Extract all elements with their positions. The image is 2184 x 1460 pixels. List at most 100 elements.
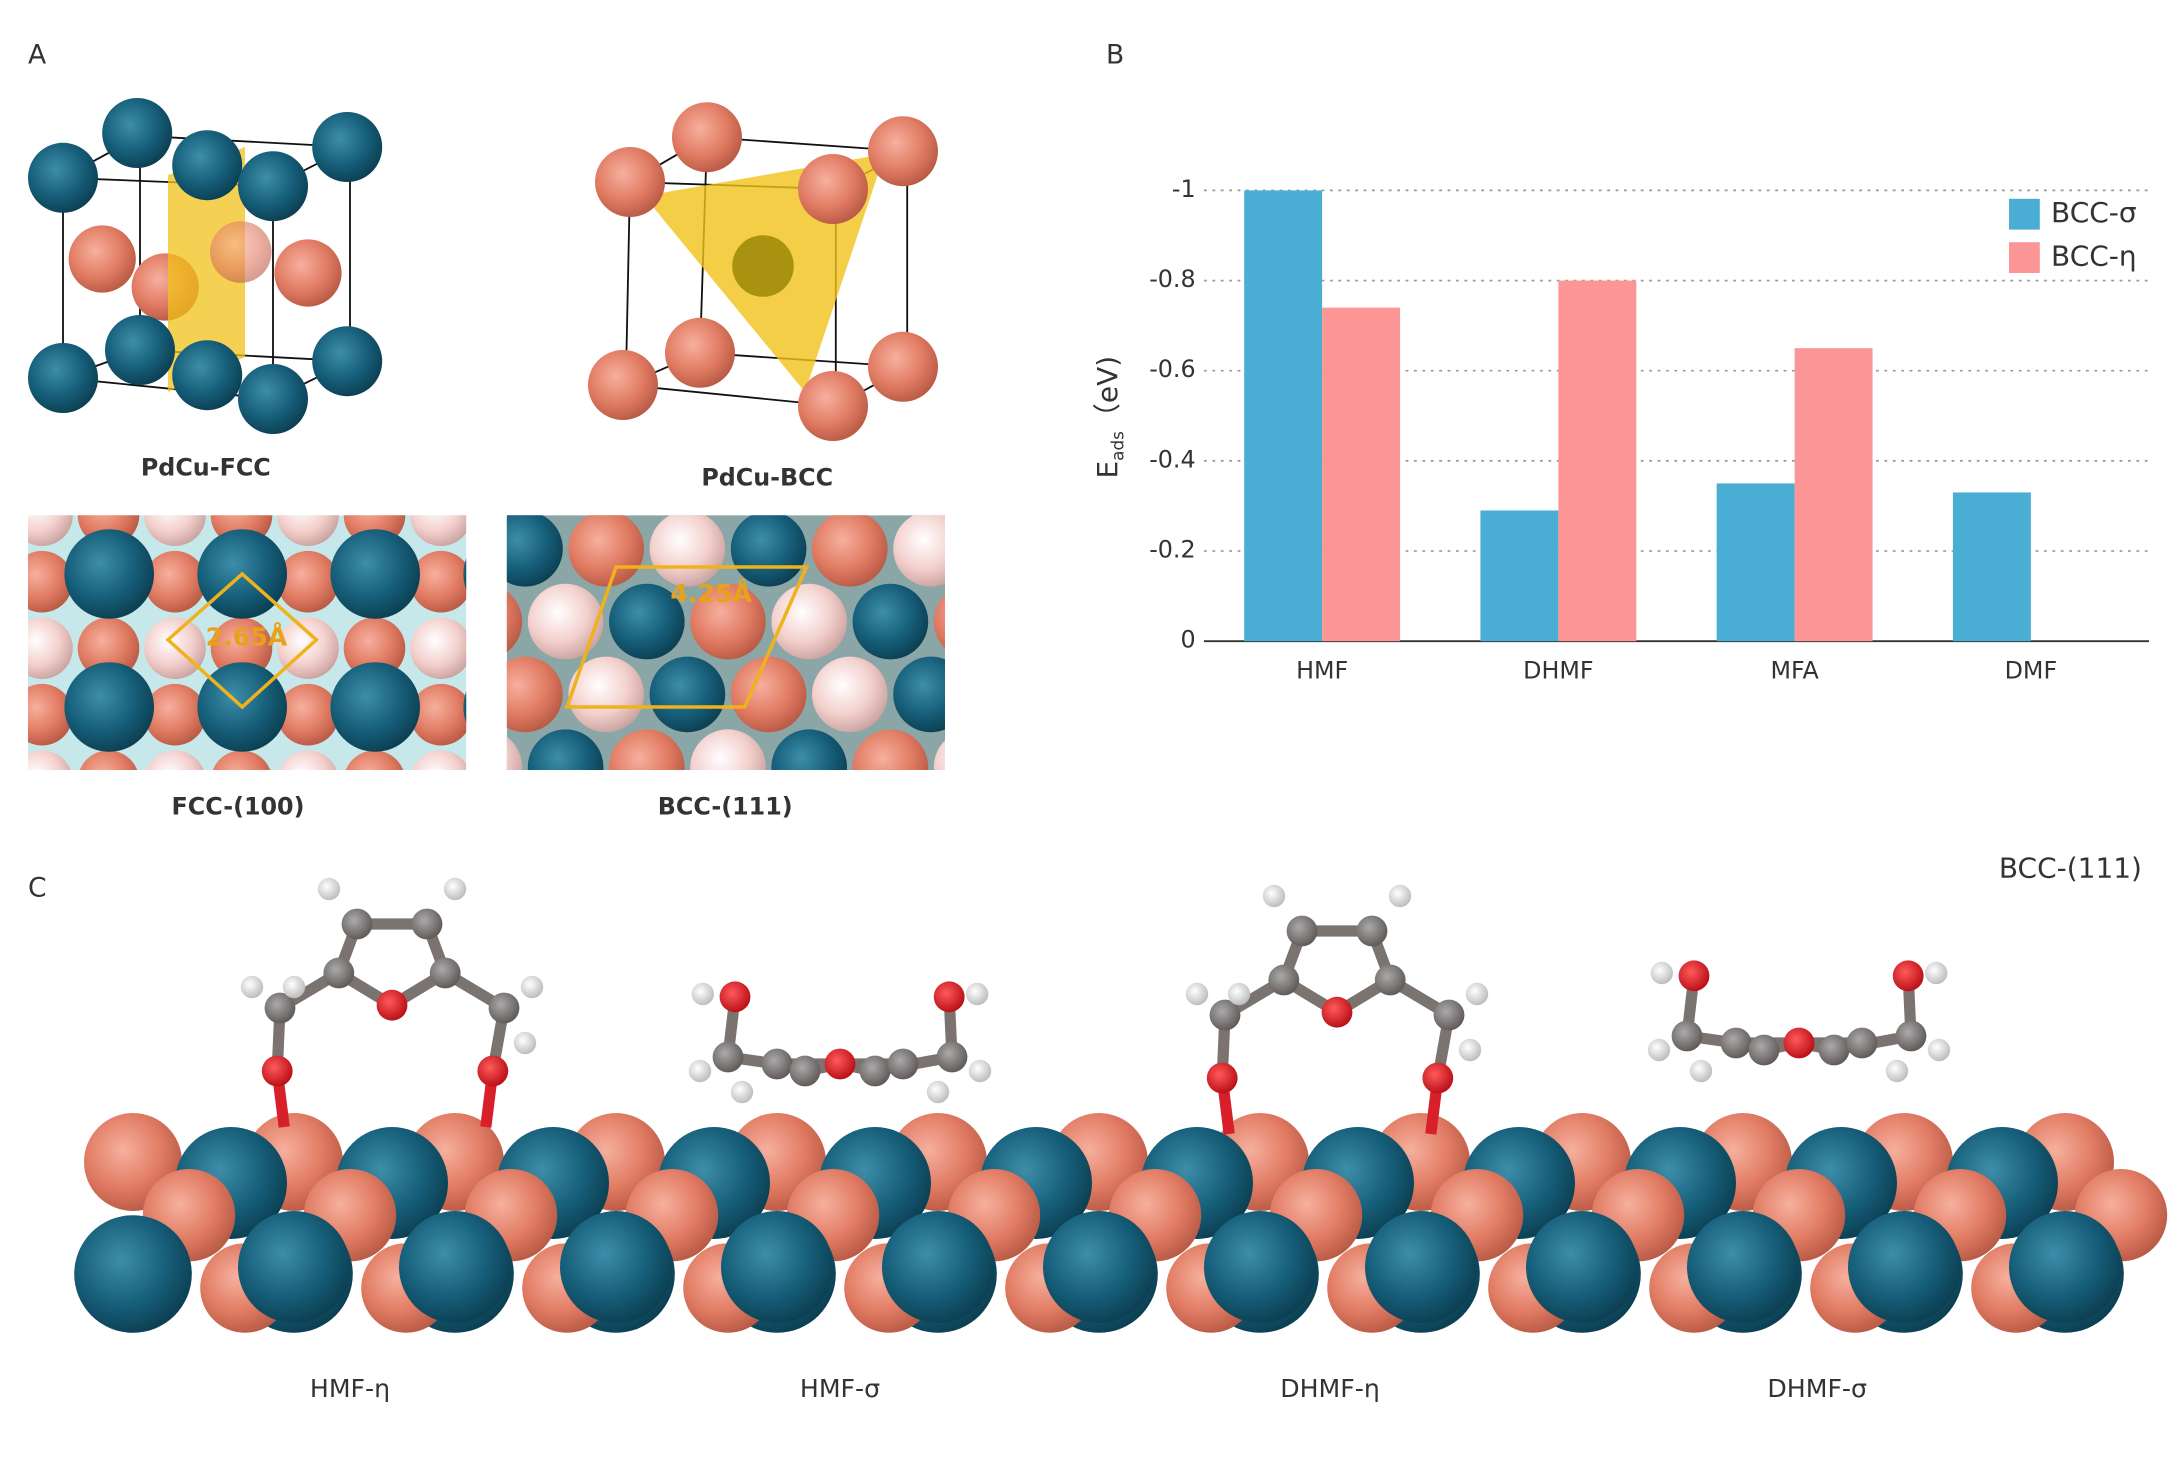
atom [1895,1020,1927,1052]
fcc-cell [28,97,383,434]
atom [463,691,467,723]
atom [1422,1062,1454,1094]
atom [882,1210,995,1323]
atom [730,656,807,733]
atom [274,239,342,307]
atom [277,515,339,546]
atom [1286,915,1318,947]
atom [812,515,888,587]
atom [74,1215,192,1333]
atom [312,111,383,182]
x-tick-label: HMF [1296,656,1348,684]
atom [966,982,989,1006]
atom [64,795,154,885]
atom [279,750,337,770]
atom [1846,1027,1878,1059]
atom [68,225,136,293]
atom [102,97,173,168]
atom [443,877,467,901]
atom [1927,1038,1951,1062]
legend-swatch [2008,242,2040,273]
x-tick-label: MFA [1770,656,1819,684]
atom [649,515,726,587]
bar [1480,510,1559,642]
y-tick-label: -0.2 [1149,536,1195,564]
atom [238,1210,351,1323]
atom [1748,1034,1780,1066]
atom [798,370,869,441]
atom [1458,1038,1482,1062]
atom [527,729,604,770]
atom [0,418,6,480]
atom [0,750,6,812]
atom [812,802,888,878]
atom [410,418,472,480]
atom [1465,982,1489,1006]
atom [691,982,715,1006]
atom [506,736,523,770]
atom [926,1080,950,1104]
atom [789,1055,821,1087]
caption: BCC-(111) [658,792,793,820]
distance-label: 2.65Å [206,622,288,651]
atom [477,418,539,480]
atom [568,656,645,733]
bcc-cell [588,102,939,441]
y-label-sub: ads [1108,431,1128,461]
atom [1206,1062,1238,1094]
atom [264,992,296,1024]
atom [649,656,726,733]
molecule [688,981,992,1104]
atom [277,683,339,746]
atom [477,1055,509,1087]
atom [77,617,140,679]
molecule [1647,960,1951,1083]
atom [1647,1038,1671,1062]
y-label-unit: （eV) [1091,356,1124,431]
atom [812,656,888,733]
bar [1794,348,1873,642]
atom [330,529,421,619]
caption: PdCu-BCC [701,463,833,491]
atom [934,438,1010,514]
atom [1847,1210,1960,1323]
atom [0,617,6,679]
atom [595,146,666,217]
atom [968,1059,992,1083]
y-tick-label: -1 [1172,175,1196,203]
atom [852,583,929,660]
atom [721,1210,834,1323]
caption: FCC-(100) [172,792,305,820]
atom [410,515,467,546]
atom [330,662,421,752]
atom [238,151,309,222]
legend-label: BCC-η [2051,240,2137,273]
atom [1783,1027,1815,1059]
atom [1227,982,1251,1006]
y-tick-label: -0.8 [1149,265,1195,293]
y-axis-label: Eads（eV) [1091,356,1128,479]
atom [859,1055,891,1087]
atom [1015,729,1091,805]
atom [974,657,1050,733]
atom [406,802,482,878]
surface-label: BCC-(111) [1999,851,2142,884]
bcc-111-surface [406,438,1091,878]
atom [1924,961,1948,985]
atom [1689,1059,1713,1083]
atom [887,1048,919,1080]
atom [238,363,309,434]
atom [893,656,946,733]
molecule [240,877,544,1128]
atom [144,515,206,546]
atom [520,975,544,999]
legend-swatch [2008,198,2040,230]
atom [105,314,176,385]
atom [868,116,939,187]
atom [1321,996,1353,1028]
atom [761,1048,793,1080]
atom [719,981,751,1013]
atom [410,617,467,679]
atom [609,438,685,514]
